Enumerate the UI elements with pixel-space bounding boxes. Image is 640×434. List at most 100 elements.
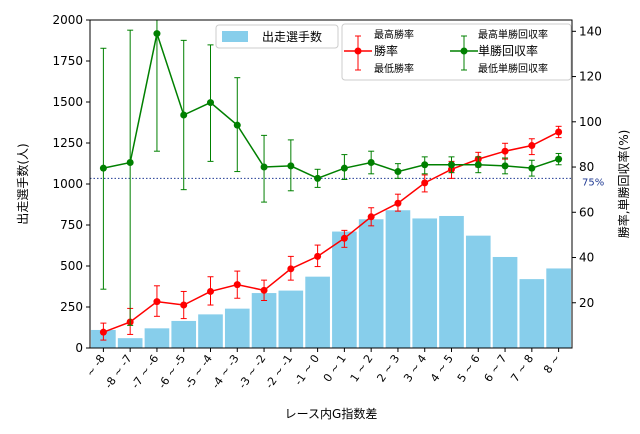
legend-bars-box <box>215 24 339 49</box>
x-axis-label: レース内G指数差 <box>285 406 378 421</box>
return-rate-point-17 <box>555 155 563 163</box>
return-rate-point-5 <box>233 121 241 129</box>
x-tick-label-12: 3 ~ 4 <box>401 352 429 384</box>
bar-4 <box>198 314 223 348</box>
x-tick-label-10: 1 ~ 2 <box>348 352 376 384</box>
series-layer <box>99 19 563 341</box>
win-rate-point-11 <box>394 199 402 207</box>
legend-bars-label: 出走選手数 <box>262 29 322 44</box>
win-rate-point-12 <box>421 179 429 187</box>
legend-label-return-rate-upper: 最高単勝回収率 <box>478 28 548 41</box>
win-rate-point-15 <box>501 147 509 155</box>
legend-bars-swatch <box>222 31 248 42</box>
right-tick-label-6: 140 <box>579 24 602 38</box>
x-tick-label-13: 4 ~ 5 <box>428 352 456 384</box>
return-rate-point-13 <box>448 161 455 169</box>
return-rate-point-4 <box>207 99 214 107</box>
bar-8 <box>305 276 330 348</box>
left-tick-label-5: 1250 <box>52 136 83 150</box>
return-rate-point-1 <box>126 159 134 167</box>
return-rate-point-8 <box>314 174 322 182</box>
bar-6 <box>251 293 277 348</box>
bar-15 <box>492 256 518 348</box>
x-tick-label-8: -1 ~ 0 <box>292 352 322 387</box>
win-rate-point-8 <box>314 252 322 260</box>
win-rate-point-5 <box>233 281 241 289</box>
left-tick-label-2: 500 <box>60 259 83 273</box>
win-rate-point-16 <box>528 142 536 150</box>
left-tick-label-1: 250 <box>60 300 83 314</box>
bar-2 <box>144 328 170 348</box>
return-rate-point-6 <box>260 163 268 171</box>
win-rate-point-6 <box>260 286 268 294</box>
left-tick-label-3: 750 <box>60 218 83 232</box>
right-tick-label-2: 60 <box>579 205 594 219</box>
bar-3 <box>171 320 197 348</box>
right-tick-label-4: 100 <box>579 115 602 129</box>
x-tick-label-0: ~ -8 <box>84 352 108 379</box>
legend-label-win-rate-lower: 最低勝率 <box>374 62 414 75</box>
x-tick-label-7: -2 ~ -1 <box>263 352 296 391</box>
return-rate-point-9 <box>340 164 348 172</box>
return-rate-point-11 <box>394 168 402 176</box>
return-rate-point-16 <box>528 164 536 172</box>
x-tick-label-11: 2 ~ 3 <box>374 352 402 384</box>
bars-layer <box>91 210 571 348</box>
bar-9 <box>332 231 357 348</box>
bar-10 <box>358 219 384 348</box>
return-rate-line <box>103 30 559 180</box>
right-tick-label-1: 40 <box>579 251 594 265</box>
x-tick-label-17: 8 ~ <box>541 352 563 376</box>
left-tick-label-4: 1000 <box>52 177 83 191</box>
legend-label-win-rate-upper: 最高勝率 <box>374 28 414 41</box>
bar-14 <box>465 235 491 348</box>
reference-line-label: 75% <box>582 177 604 188</box>
win-rate-point-9 <box>340 234 348 242</box>
left-tick-label-6: 1500 <box>52 95 83 109</box>
return-rate-point-12 <box>421 161 429 169</box>
return-rate-series <box>99 19 563 326</box>
return-rate-point-3 <box>180 111 188 119</box>
win-rate-point-3 <box>180 301 188 309</box>
x-tick-label-14: 5 ~ 6 <box>455 352 483 384</box>
win-rate-point-0 <box>99 328 107 336</box>
bar-12 <box>412 218 438 348</box>
return-rate-point-15 <box>501 162 509 170</box>
left-tick-label-7: 1750 <box>52 54 83 68</box>
legend-label-return-rate-lower: 最低単勝回収率 <box>478 62 548 75</box>
win-rate-line <box>103 131 559 333</box>
reference-line-layer: 75% <box>90 177 604 188</box>
win-rate-point-4 <box>207 287 214 295</box>
left-tick-label-8: 2000 <box>52 13 83 27</box>
bar-1 <box>117 338 143 348</box>
bar-7 <box>278 290 304 348</box>
x-tick-label-9: 0 ~ 1 <box>321 352 349 384</box>
left-axis-label: 出走選手数(人) <box>15 143 30 224</box>
bar-5 <box>224 308 250 348</box>
return-rate-point-14 <box>474 161 482 169</box>
return-rate-point-10 <box>367 159 375 167</box>
return-rate-legend-marker <box>460 47 468 55</box>
bar-11 <box>385 210 411 348</box>
return-rate-point-0 <box>99 164 107 172</box>
legend-label-return-rate: 単勝回収率 <box>478 43 538 58</box>
right-tick-label-5: 120 <box>579 70 602 84</box>
return-rate-point-7 <box>287 162 295 170</box>
legend-label-win-rate: 勝率 <box>374 43 398 58</box>
win-rate-point-7 <box>287 265 295 273</box>
return-rate-point-2 <box>153 30 161 38</box>
bar-17 <box>546 268 571 348</box>
win-rate-point-17 <box>555 128 563 136</box>
right-axis-label: 勝率,単勝回収率(%) <box>616 130 631 239</box>
left-tick-label-0: 0 <box>75 341 83 355</box>
bar-16 <box>519 279 545 348</box>
win-rate-point-2 <box>153 298 161 306</box>
right-tick-label-3: 80 <box>579 160 594 174</box>
win-rate-legend-marker <box>354 47 362 55</box>
x-tick-label-16: 7 ~ 8 <box>508 352 536 384</box>
x-tick-label-15: 6 ~ 7 <box>482 352 510 384</box>
legend-lines-box <box>341 23 572 81</box>
